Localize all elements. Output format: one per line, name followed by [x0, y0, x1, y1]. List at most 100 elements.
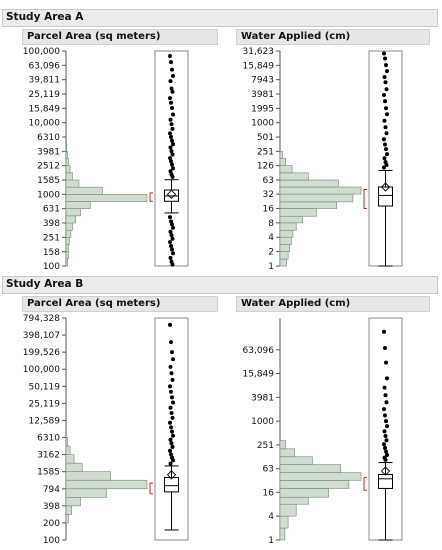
- histogram-bar: [65, 251, 69, 260]
- outlier-point: [170, 445, 175, 450]
- y-tick-label: 794,328: [23, 314, 60, 324]
- y-tick-label: 63: [263, 176, 274, 186]
- outlier-point: [382, 429, 387, 434]
- outlier-point: [170, 429, 174, 434]
- histogram-bar: [279, 201, 338, 209]
- y-tick-label: 794: [43, 485, 60, 495]
- y-tick-label: 4: [268, 512, 274, 522]
- histogram-bar: [279, 165, 293, 174]
- y-tick-label: 15,849: [29, 104, 61, 114]
- panel-title: Water Applied (cm): [236, 29, 430, 45]
- outlier-point: [168, 131, 172, 136]
- outlier-point: [382, 137, 386, 142]
- outlier-point: [382, 407, 386, 412]
- histogram-bar: [279, 456, 313, 465]
- outlier-point: [385, 376, 389, 381]
- outlier-point: [171, 225, 175, 230]
- panel-b-parcel: Parcel Area (sq meters) 794,328 398,107 19…: [22, 296, 218, 546]
- y-tick-label: 25,119: [29, 90, 61, 100]
- outlier-point: [168, 79, 173, 84]
- histogram-bar: [65, 179, 80, 188]
- outlier-point: [383, 413, 387, 418]
- histogram-bar: [279, 215, 303, 224]
- outlier-point: [168, 437, 173, 442]
- outlier-point: [383, 142, 387, 147]
- chart-a-water: 31,623 15,849 7943 3981 1995 1000 501 251 126 63 3…: [243, 47, 403, 272]
- shortest-half-bracket: [149, 482, 153, 495]
- panel-a-water: Water Applied (cm) 31,623 15,849 7943 3981 1…: [236, 29, 430, 272]
- outlier-point: [383, 56, 387, 61]
- y-tick-label: 4: [268, 233, 274, 243]
- y-tick-label: 50,119: [29, 382, 61, 392]
- shortest-half-bracket: [363, 188, 367, 209]
- y-tick-label: 39,811: [29, 76, 61, 86]
- y-tick-label: 10,000: [29, 119, 61, 129]
- outlier-point: [171, 166, 175, 171]
- histogram-bar: [279, 440, 286, 450]
- histogram-bar: [65, 454, 75, 464]
- outlier-point: [168, 96, 172, 101]
- histogram-bar: [279, 515, 289, 529]
- outlier-point: [168, 420, 172, 425]
- histogram-bar: [65, 165, 71, 174]
- outlier-point: [169, 389, 173, 394]
- y-tick-label: 1585: [37, 176, 60, 186]
- outlier-point: [168, 255, 173, 260]
- y-tick-label: 251: [43, 233, 60, 243]
- outlier-point: [169, 441, 174, 446]
- outlier-point: [170, 247, 174, 252]
- panel-title: Parcel Area (sq meters): [22, 29, 218, 45]
- histogram-bar: [279, 208, 317, 217]
- y-tick-label: 63: [263, 465, 274, 475]
- y-tick-label: 6310: [37, 434, 60, 444]
- y-tick-label: 158: [43, 248, 60, 258]
- mean-diamond: [380, 182, 391, 192]
- outlier-point: [384, 360, 388, 365]
- y-tick-label: 15,849: [243, 61, 275, 71]
- outlier-point: [170, 395, 174, 400]
- outlier-point: [169, 452, 173, 457]
- outlier-point: [170, 152, 175, 157]
- section-title: Study Area A: [6, 11, 84, 23]
- outlier-point: [170, 262, 175, 267]
- histogram-bar: [279, 158, 286, 166]
- outlier-point: [383, 125, 388, 130]
- mean-diamond: [166, 470, 177, 480]
- y-tick-label: 1: [268, 536, 274, 546]
- y-tick-label: 3981: [37, 147, 60, 157]
- box-iqr: [378, 186, 393, 207]
- histogram-bar: [65, 497, 81, 507]
- histogram-bar: [279, 251, 289, 260]
- histogram-bar: [279, 151, 283, 159]
- histogram-bar: [65, 258, 68, 267]
- outlier-point: [384, 63, 388, 68]
- outlier-point: [170, 350, 174, 355]
- y-tick-label: 1585: [37, 468, 60, 478]
- y-tick-label: 199,526: [23, 348, 60, 358]
- outlier-point: [382, 329, 386, 334]
- histogram-bar: [65, 158, 69, 166]
- histogram-bar: [65, 229, 72, 238]
- histogram-bar: [65, 186, 103, 195]
- histogram-bar: [65, 445, 71, 455]
- panel-a-parcel: Parcel Area (sq meters) 100,000 63,096 39,…: [22, 29, 218, 272]
- y-tick-label: 31,623: [243, 47, 275, 57]
- shortest-half-bracket: [363, 476, 367, 491]
- outlier-point: [169, 149, 174, 154]
- mean-diamond: [166, 189, 177, 199]
- outlier-point: [169, 135, 173, 140]
- outlier-point: [170, 89, 175, 94]
- histogram-bar: [279, 186, 362, 195]
- outlier-point: [170, 162, 174, 167]
- outlier-point: [169, 244, 173, 249]
- outlier-point: [169, 233, 174, 238]
- outlier-point: [383, 393, 388, 398]
- y-tick-label: 501: [257, 133, 274, 143]
- outlier-point: [385, 69, 389, 74]
- y-tick-label: 1: [268, 262, 274, 272]
- outlier-point: [382, 385, 387, 390]
- outlier-point: [170, 174, 175, 179]
- histogram-bar: [65, 222, 73, 231]
- outlier-point: [169, 159, 173, 164]
- shortest-half-bracket: [149, 192, 153, 202]
